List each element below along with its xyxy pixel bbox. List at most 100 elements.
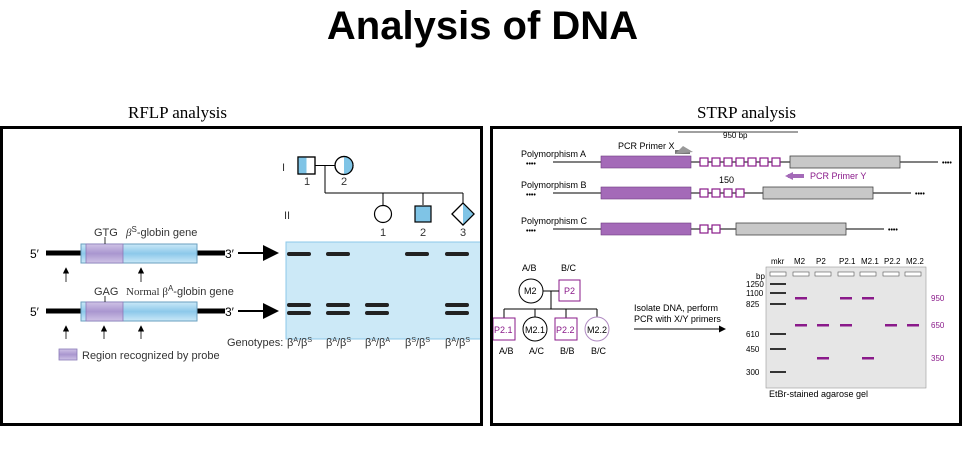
allele1-codon: GTG — [94, 227, 118, 239]
allele2-codon: GAG — [94, 286, 118, 298]
pedigree-id-ii3: 3 — [460, 227, 466, 239]
genotype-label: βA/βA — [365, 337, 390, 349]
gel-bp-label: bp — [756, 272, 765, 281]
gel-well — [814, 271, 832, 277]
pedigree-p2-1 — [492, 317, 516, 341]
polymorphism-label: Polymorphism A — [521, 149, 586, 159]
allele1-probe-region — [85, 243, 124, 264]
gel-band-650 — [817, 324, 829, 327]
polymorphism-dots-right: •••• — [915, 191, 925, 198]
rflp-band-upper — [405, 252, 429, 256]
rflp-band-lower-b — [326, 311, 350, 315]
allele2-gene-label: Normal βA-globin gene — [126, 284, 234, 298]
genotype-label: βA/βS — [287, 337, 312, 349]
strp-title: STRP analysis — [697, 103, 797, 122]
genotypes-label: Genotypes: — [227, 337, 283, 349]
pedigree-ii3-diamond — [451, 202, 475, 226]
flank-right-box — [789, 155, 901, 169]
gel-lane-label: M2.1 — [861, 257, 879, 266]
gel-well — [882, 271, 900, 277]
polymorphism-rows: Polymorphism A •••• •••• Polymorphism B ••••… — [521, 149, 952, 236]
page-title: Analysis of DNA — [326, 4, 639, 48]
gel-well — [904, 271, 922, 277]
repeat-unit — [699, 188, 709, 198]
pedigree-ii1-female — [373, 204, 393, 224]
polymorphism-dots-left: •••• — [526, 228, 536, 235]
gel-marker-band — [770, 333, 786, 335]
repeat-unit — [735, 157, 745, 167]
rflp-band-lower-b — [287, 311, 311, 315]
gel-marker-label: 825 — [746, 300, 760, 309]
gel-marker-label: 300 — [746, 368, 760, 377]
gel-band-950 — [862, 297, 874, 300]
repeat-unit — [711, 157, 721, 167]
rflp-band-lower-b — [445, 311, 469, 315]
gel-band-950 — [840, 297, 852, 300]
flank-right-box — [762, 186, 874, 200]
repeat-unit — [711, 224, 721, 234]
gel-lane-label: P2 — [816, 257, 826, 266]
pedigree-id-i1: 1 — [304, 176, 310, 188]
repeat-unit — [699, 157, 709, 167]
pedigree-p2-label: P2 — [564, 286, 575, 296]
allele2-five: 5′ — [30, 305, 40, 319]
flank-left-box — [600, 155, 692, 169]
primer-x-label: PCR Primer X — [618, 141, 675, 151]
gel-size-label: 350 — [931, 354, 945, 363]
repeat-unit — [723, 157, 733, 167]
polymorphism-label: Polymorphism C — [521, 216, 588, 226]
pedigree-id-ii2: 2 — [420, 227, 426, 239]
flank-left-box — [600, 186, 692, 200]
polymorphism-label: Polymorphism B — [521, 180, 587, 190]
gel-well — [837, 271, 855, 277]
rflp-band-upper — [287, 252, 311, 256]
polymorphism-dots-left: •••• — [526, 161, 536, 168]
gel-caption: EtBr-stained agarose gel — [769, 389, 868, 399]
pedigree-m2-1-geno: A/C — [529, 346, 545, 356]
p2-genotype-top: B/C — [561, 263, 577, 273]
pedigree-m2-2-geno: B/C — [591, 346, 607, 356]
pedigree-p2-2 — [554, 317, 578, 341]
strp-figure: 950 bp PCR Primer X Polymorphism A •••• ••… — [492, 131, 952, 399]
strp-panel: 950 bp PCR Primer X Polymorphism A •••• ••… — [490, 126, 962, 426]
repeat-unit — [759, 157, 769, 167]
allele1-gene-label: βS-globin gene — [125, 225, 197, 239]
pedigree-m2-2 — [584, 316, 610, 342]
gel-band-650 — [885, 324, 897, 327]
legend-probe-swatch — [58, 348, 78, 361]
gel-band-350 — [817, 357, 829, 360]
repeat-unit — [771, 157, 781, 167]
rflp-band-upper — [445, 252, 469, 256]
pedigree-p2-1-geno: A/B — [499, 346, 514, 356]
rflp-title: RFLP analysis — [128, 103, 228, 122]
gel-marker-band — [770, 292, 786, 294]
pedigree-id-i2: 2 — [341, 176, 347, 188]
label-150: 150 — [719, 175, 734, 185]
allele1-three: 3′ — [225, 247, 235, 261]
rflp-band-upper — [326, 252, 350, 256]
process-text-2: PCR with X/Y primers — [634, 314, 721, 324]
allele1-five: 5′ — [30, 247, 40, 261]
repeat-unit — [723, 188, 733, 198]
gel-band-950 — [795, 297, 807, 300]
pedigree-id-ii1: 1 — [380, 227, 386, 239]
pedigree-m2-1-label: M2.1 — [525, 325, 545, 335]
gel-marker-label: 1250 — [746, 280, 764, 289]
gel-band-350 — [862, 357, 874, 360]
rflp-gel — [285, 241, 483, 340]
legend-probe-text: Region recognized by probe — [82, 350, 220, 362]
gel-band-650 — [795, 324, 807, 327]
gel-marker-band — [770, 371, 786, 373]
flank-left-box — [600, 222, 692, 236]
gel-lane-label: mkr — [771, 257, 785, 266]
gel-marker-label: 450 — [746, 345, 760, 354]
pedigree-i1-male — [297, 156, 316, 175]
gel-lane-label: P2.1 — [839, 257, 856, 266]
gel-marker-band — [770, 283, 786, 285]
pedigree-m2-1 — [522, 316, 548, 342]
pedigree-i2-female — [334, 155, 354, 176]
rflp-panel: I II 1 2 1 2 3 5′ 3′ GTG βS-globin gene … — [0, 126, 483, 426]
gel-lane-label: M2 — [794, 257, 806, 266]
pedigree-p2-2-label: P2.2 — [556, 325, 575, 335]
allele2-probe-region — [85, 301, 124, 322]
